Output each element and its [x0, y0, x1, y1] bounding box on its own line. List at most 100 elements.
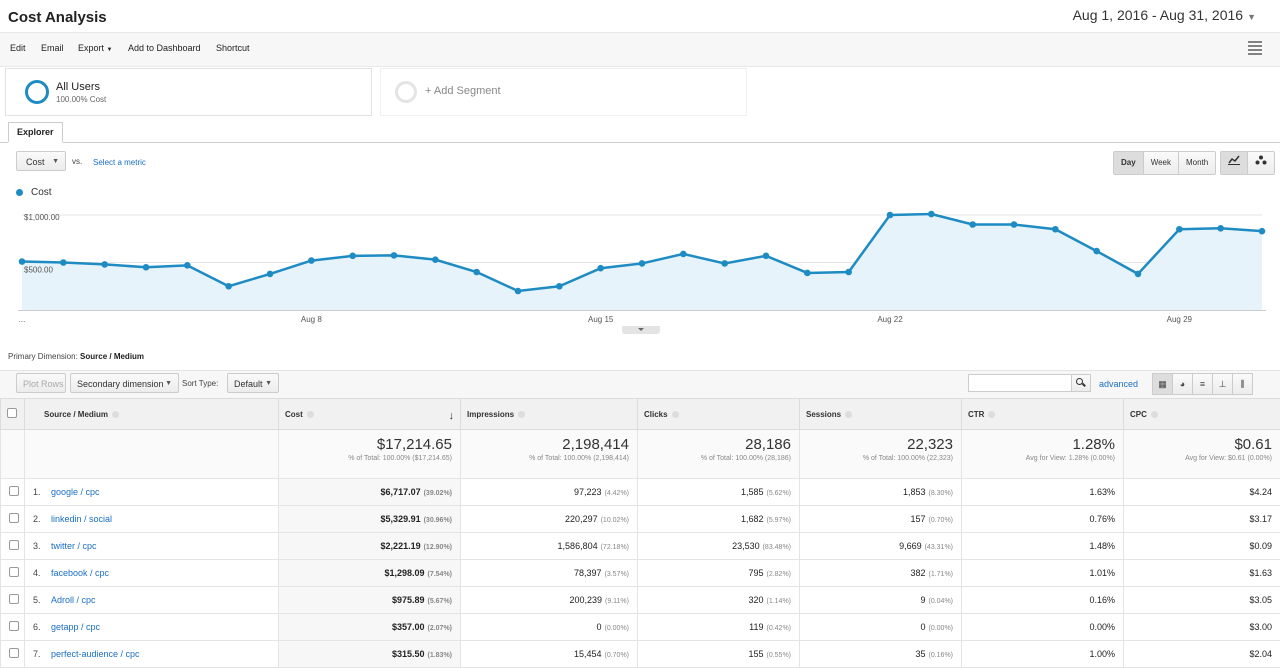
export-button[interactable]: Export ▼ — [78, 43, 112, 53]
sort-type-dropdown[interactable]: Default▼ — [227, 373, 279, 393]
clicks-value: 155 — [748, 649, 763, 659]
sessions-cell: 157(0.70%) — [800, 506, 962, 533]
add-to-dashboard-button[interactable]: Add to Dashboard — [128, 43, 201, 53]
advanced-filter-link[interactable]: advanced — [1099, 379, 1138, 389]
source-medium-link[interactable]: linkedin / social — [51, 514, 112, 524]
date-range-picker[interactable]: Aug 1, 2016 - Aug 31, 2016▼ — [1073, 7, 1256, 23]
source-medium-link[interactable]: facebook / cpc — [51, 568, 109, 578]
table-row: 3.twitter / cpc$2,221.19(12.90%)1,586,80… — [1, 533, 1280, 560]
period-month-button[interactable]: Month — [1179, 152, 1215, 174]
search-icon[interactable] — [1071, 375, 1090, 391]
data-point — [19, 258, 26, 265]
clicks-pct: (2.82%) — [766, 571, 791, 578]
data-table-icon[interactable]: ▦ — [1153, 374, 1173, 394]
checkbox[interactable] — [9, 513, 19, 523]
select-metric-link[interactable]: Select a metric — [93, 158, 146, 167]
sessions-pct: (0.00%) — [928, 625, 953, 632]
total-value: 2,198,414 — [469, 436, 629, 453]
row-index: 4. — [33, 568, 51, 578]
select-all-header[interactable] — [1, 399, 25, 430]
sessions-value: 9,669 — [899, 541, 922, 551]
sort-type-label: Sort Type: — [182, 379, 218, 388]
tab-explorer[interactable]: Explorer — [8, 122, 63, 143]
data-point — [1217, 225, 1224, 232]
qr-grid-icon[interactable] — [1248, 41, 1262, 55]
checkbox[interactable] — [9, 648, 19, 658]
chart-type-selector — [1220, 151, 1275, 175]
data-point — [473, 269, 480, 276]
period-day-button[interactable]: Day — [1114, 152, 1144, 174]
row-select[interactable] — [1, 614, 25, 641]
row-select[interactable] — [1, 506, 25, 533]
chart-collapse-handle[interactable] — [622, 326, 660, 334]
col-source-medium[interactable]: Source / Medium — [25, 399, 279, 430]
period-week-button[interactable]: Week — [1144, 152, 1179, 174]
primary-dimension-value[interactable]: Source / Medium — [80, 352, 144, 361]
impressions-cell: 1,586,804(72.18%) — [461, 533, 638, 560]
sessions-cell: 9(0.04%) — [800, 587, 962, 614]
clicks-cell: 795(2.82%) — [638, 560, 800, 587]
pie-view-icon[interactable]: ◕ — [1173, 374, 1193, 394]
checkbox[interactable] — [9, 621, 19, 631]
col-sessions[interactable]: Sessions — [800, 399, 962, 430]
col-ctr[interactable]: CTR — [962, 399, 1124, 430]
legend-label: Cost — [31, 187, 52, 198]
motion-chart-icon[interactable] — [1248, 152, 1274, 174]
data-point — [60, 259, 67, 266]
segment-all-users[interactable]: All Users 100.00% Cost — [5, 68, 372, 116]
row-select[interactable] — [1, 479, 25, 506]
email-button[interactable]: Email — [41, 43, 64, 53]
sessions-pct: (0.16%) — [928, 652, 953, 659]
shortcut-button[interactable]: Shortcut — [216, 43, 250, 53]
performance-view-icon[interactable]: ≡ — [1193, 374, 1213, 394]
data-point — [1052, 226, 1059, 233]
total-sub: % of Total: 100.00% (28,186) — [646, 455, 791, 462]
row-select[interactable] — [1, 533, 25, 560]
source-medium-link[interactable]: twitter / cpc — [51, 541, 97, 551]
plot-rows-button[interactable]: Plot Rows — [16, 373, 66, 393]
data-point — [184, 262, 191, 269]
row-select[interactable] — [1, 587, 25, 614]
col-cpc[interactable]: CPC — [1124, 399, 1280, 430]
comparison-view-icon[interactable]: ⊥ — [1213, 374, 1233, 394]
add-segment-button[interactable]: + Add Segment — [380, 68, 747, 116]
cost-value: $2,221.19 — [381, 541, 421, 551]
col-cost[interactable]: Cost↓ — [279, 399, 461, 430]
clicks-cell: 1,585(5.62%) — [638, 479, 800, 506]
pivot-view-icon[interactable]: ⫼ — [1233, 374, 1252, 394]
secondary-dimension-dropdown[interactable]: Secondary dimension▼ — [70, 373, 179, 393]
sessions-value: 35 — [915, 649, 925, 659]
source-medium-link[interactable]: getapp / cpc — [51, 622, 100, 632]
checkbox[interactable] — [9, 594, 19, 604]
sessions-pct: (0.70%) — [928, 517, 953, 524]
data-point — [845, 269, 852, 276]
source-medium-link[interactable]: Adroll / cpc — [51, 595, 96, 605]
clicks-pct: (83.48%) — [763, 544, 791, 551]
cost-pct: (39.02%) — [424, 490, 452, 497]
col-impressions[interactable]: Impressions — [461, 399, 638, 430]
checkbox[interactable] — [9, 567, 19, 577]
row-select[interactable] — [1, 641, 25, 668]
checkbox[interactable] — [9, 486, 19, 496]
source-cell: 4.facebook / cpc — [25, 560, 279, 587]
ctr-cell: 1.63% — [962, 479, 1124, 506]
edit-button[interactable]: Edit — [10, 43, 26, 53]
source-medium-link[interactable]: perfect-audience / cpc — [51, 649, 140, 659]
col-clicks[interactable]: Clicks — [638, 399, 800, 430]
cost-pct: (5.67%) — [427, 598, 452, 605]
x-tick-label: Aug 22 — [877, 315, 903, 324]
ctr-cell: 0.76% — [962, 506, 1124, 533]
vs-label: vs. — [72, 157, 82, 166]
row-select[interactable] — [1, 560, 25, 587]
table-search-input[interactable] — [968, 374, 1091, 392]
ctr-cell: 1.48% — [962, 533, 1124, 560]
line-chart-icon[interactable] — [1221, 152, 1248, 174]
checkbox[interactable] — [7, 408, 17, 418]
x-tick-label: ... — [19, 315, 26, 324]
metric-dropdown[interactable]: Cost▼ — [16, 151, 66, 171]
checkbox[interactable] — [9, 540, 19, 550]
y-tick-label: $1,000.00 — [24, 213, 60, 222]
source-medium-link[interactable]: google / cpc — [51, 487, 100, 497]
data-point — [1135, 271, 1142, 278]
help-icon — [112, 411, 119, 418]
